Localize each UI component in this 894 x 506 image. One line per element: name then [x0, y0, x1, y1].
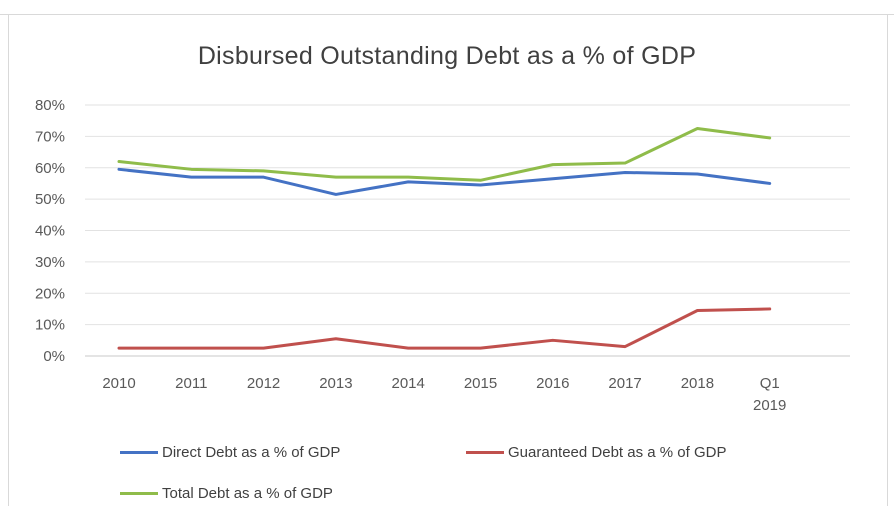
y-tick-label: 70%: [35, 128, 65, 145]
x-tick-label: 2011: [175, 375, 207, 392]
y-tick-label: 40%: [35, 223, 65, 240]
legend-item-guaranteed-debt: Guaranteed Debt as a % of GDP: [466, 444, 726, 461]
x-tick-label: 2015: [464, 375, 497, 392]
y-tick-label: 10%: [35, 317, 65, 334]
legend-item-direct-debt: Direct Debt as a % of GDP: [120, 444, 340, 461]
legend-swatch-total-debt: [120, 492, 158, 495]
x-tick-label: 2016: [536, 375, 569, 392]
x-tick-label: 2010: [102, 375, 135, 392]
x-tick-label: 2012: [247, 375, 280, 392]
series-line-2: [119, 309, 770, 348]
legend-label-guaranteed-debt: Guaranteed Debt as a % of GDP: [508, 444, 726, 461]
legend-swatch-direct-debt: [120, 451, 158, 454]
y-tick-label: 60%: [35, 160, 65, 177]
x-tick-label: 2013: [319, 375, 352, 392]
series-line-1: [119, 169, 770, 194]
x-tick-label: 2014: [392, 375, 425, 392]
legend-label-total-debt: Total Debt as a % of GDP: [162, 485, 333, 502]
legend-label-direct-debt: Direct Debt as a % of GDP: [162, 444, 340, 461]
y-tick-label: 0%: [43, 348, 65, 365]
y-tick-label: 30%: [35, 254, 65, 271]
x-tick-label: 2019: [753, 397, 786, 414]
x-tick-label: 2018: [681, 375, 714, 392]
y-tick-label: 20%: [35, 285, 65, 302]
legend-item-total-debt: Total Debt as a % of GDP: [120, 485, 333, 502]
x-tick-label: 2017: [608, 375, 641, 392]
y-tick-label: 50%: [35, 191, 65, 208]
y-tick-label: 80%: [35, 97, 65, 114]
legend-swatch-guaranteed-debt: [466, 451, 504, 454]
x-tick-label: Q1: [760, 375, 780, 392]
